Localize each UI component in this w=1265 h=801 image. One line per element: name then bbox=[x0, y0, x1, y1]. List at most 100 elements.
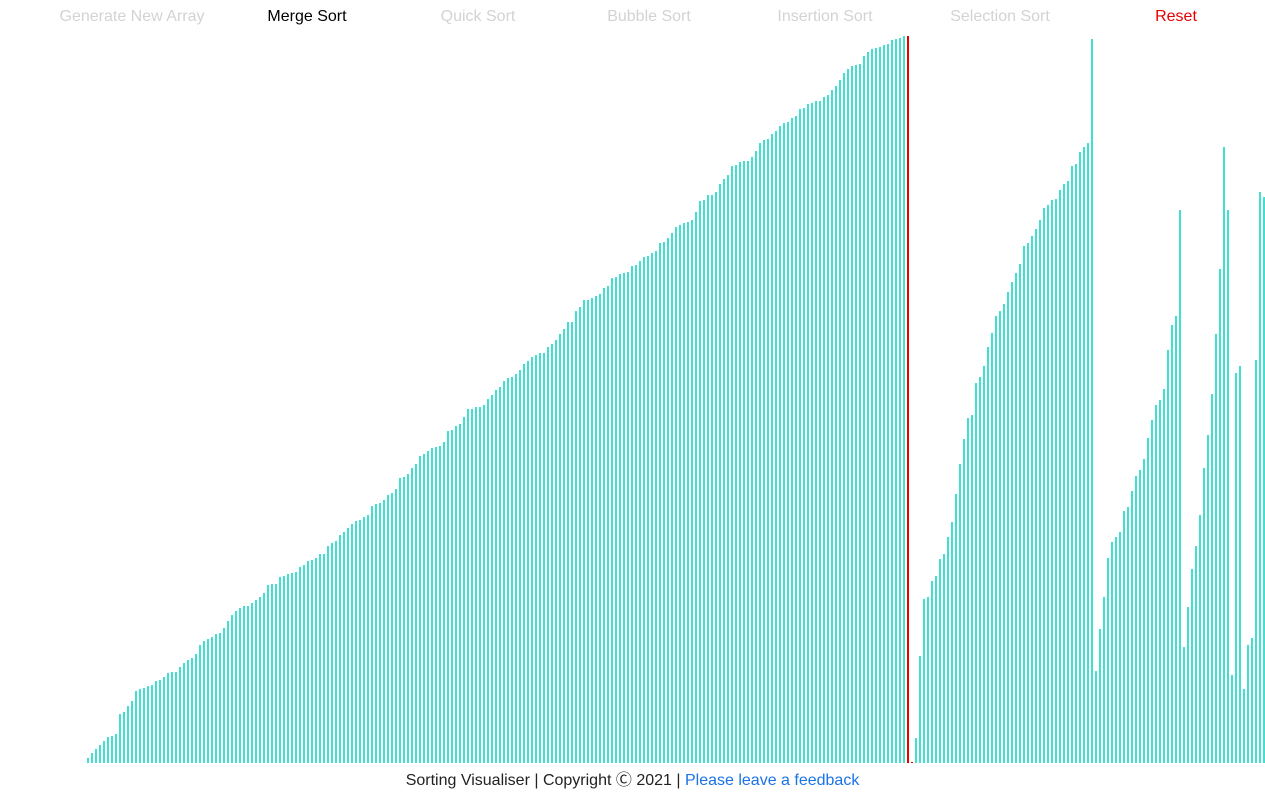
array-bar bbox=[1227, 210, 1229, 763]
array-bar bbox=[1183, 647, 1185, 763]
array-bar bbox=[491, 395, 493, 763]
array-bar bbox=[679, 225, 681, 763]
selection-sort-button[interactable]: Selection Sort bbox=[950, 8, 1050, 25]
reset-button[interactable]: Reset bbox=[1155, 8, 1197, 25]
array-bar bbox=[439, 446, 441, 763]
array-bar bbox=[751, 157, 753, 763]
array-bar bbox=[295, 572, 297, 763]
array-bar bbox=[1243, 689, 1245, 763]
array-bar bbox=[107, 737, 109, 763]
array-bar bbox=[343, 532, 345, 763]
array-bar bbox=[547, 347, 549, 763]
array-bar bbox=[551, 344, 553, 763]
merge-sort-button[interactable]: Merge Sort bbox=[267, 8, 347, 25]
array-bar bbox=[267, 585, 269, 763]
bubble-sort-button[interactable]: Bubble Sort bbox=[607, 8, 691, 25]
array-bar bbox=[1051, 200, 1053, 763]
array-bar bbox=[159, 680, 161, 763]
array-bar bbox=[1079, 152, 1081, 763]
array-bar bbox=[743, 161, 745, 763]
array-bar bbox=[819, 101, 821, 763]
feedback-link[interactable]: Please leave a feedback bbox=[684, 772, 860, 789]
array-bar bbox=[883, 45, 885, 763]
array-bar bbox=[1143, 459, 1145, 763]
array-bar bbox=[1027, 243, 1029, 763]
array-bar bbox=[179, 667, 181, 763]
array-bar bbox=[811, 103, 813, 763]
array-bar bbox=[1023, 246, 1025, 763]
array-bar bbox=[955, 494, 957, 763]
array-bar bbox=[903, 36, 905, 763]
array-bar bbox=[1127, 507, 1129, 763]
array-bar bbox=[843, 73, 845, 763]
array-bar bbox=[971, 415, 973, 763]
array-bar bbox=[431, 448, 433, 763]
array-bar bbox=[1131, 491, 1133, 763]
array-bar bbox=[1095, 671, 1097, 763]
array-bar bbox=[335, 541, 337, 763]
quick-sort-button[interactable]: Quick Sort bbox=[440, 8, 516, 25]
array-bar bbox=[171, 672, 173, 763]
array-bar bbox=[599, 294, 601, 763]
array-bar bbox=[847, 69, 849, 763]
array-bar bbox=[1039, 220, 1041, 763]
array-bar bbox=[1115, 537, 1117, 763]
array-bar bbox=[331, 543, 333, 763]
array-bar bbox=[1087, 143, 1089, 763]
array-bar bbox=[715, 192, 717, 763]
array-bar bbox=[1111, 542, 1113, 763]
array-bar bbox=[979, 377, 981, 763]
array-bar bbox=[95, 749, 97, 763]
array-bar bbox=[727, 175, 729, 763]
array-bar bbox=[347, 528, 349, 763]
array-bar bbox=[659, 243, 661, 763]
array-bar bbox=[1047, 205, 1049, 763]
array-bar bbox=[147, 686, 149, 763]
array-bar bbox=[747, 161, 749, 763]
insertion-sort-button[interactable]: Insertion Sort bbox=[777, 8, 873, 25]
array-bar bbox=[787, 122, 789, 763]
array-bar bbox=[919, 656, 921, 763]
array-bar bbox=[999, 311, 1001, 763]
array-bar bbox=[991, 333, 993, 763]
array-bar bbox=[899, 38, 901, 763]
array-bar bbox=[771, 134, 773, 763]
array-bar bbox=[323, 554, 325, 763]
array-bar bbox=[615, 277, 617, 763]
array-bar bbox=[99, 745, 101, 763]
array-bar bbox=[515, 374, 517, 763]
array-bar bbox=[299, 567, 301, 763]
array-bar bbox=[759, 143, 761, 763]
array-bar bbox=[455, 426, 457, 763]
array-bar bbox=[535, 355, 537, 763]
array-bar bbox=[1235, 373, 1237, 763]
array-bar bbox=[115, 734, 117, 763]
array-bar bbox=[907, 36, 909, 763]
array-bar bbox=[311, 560, 313, 763]
array-bar bbox=[363, 517, 365, 763]
array-bar bbox=[995, 316, 997, 763]
array-bar bbox=[891, 40, 893, 763]
array-bar bbox=[1135, 476, 1137, 763]
generate-new-array-button[interactable]: Generate New Array bbox=[59, 8, 205, 25]
array-bar bbox=[1203, 468, 1205, 763]
array-bar bbox=[367, 515, 369, 763]
array-bar bbox=[1251, 638, 1253, 763]
array-bar bbox=[563, 329, 565, 763]
array-bar bbox=[923, 599, 925, 763]
array-bar bbox=[763, 140, 765, 763]
array-bar bbox=[1155, 405, 1157, 763]
array-bar bbox=[983, 366, 985, 763]
array-bar bbox=[607, 286, 609, 763]
array-bar bbox=[1139, 470, 1141, 763]
array-bar bbox=[271, 584, 273, 763]
array-bar bbox=[259, 597, 261, 763]
array-bar bbox=[603, 288, 605, 763]
array-bar bbox=[191, 658, 193, 763]
array-bar bbox=[647, 256, 649, 763]
array-bar bbox=[495, 390, 497, 763]
array-bar bbox=[1263, 197, 1265, 763]
array-bar bbox=[239, 608, 241, 763]
array-bar bbox=[1231, 675, 1233, 763]
array-bar bbox=[531, 357, 533, 763]
